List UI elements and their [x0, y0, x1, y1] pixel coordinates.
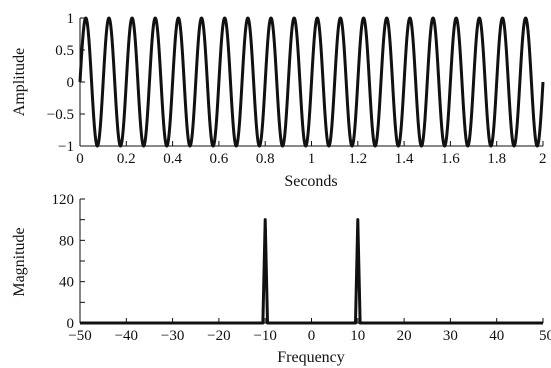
x-tick-label: 0	[308, 328, 316, 344]
y-tick-label: 40	[59, 275, 74, 291]
x-tick-label: 0.4	[163, 151, 182, 167]
x-tick-label: 1.2	[348, 151, 367, 167]
x-tick-label: −40	[115, 328, 138, 344]
x-tick-label: 1.8	[487, 151, 506, 167]
y-tick-label: 0	[67, 316, 75, 332]
frequency-domain-plot: −50 −40 −30 −20 −10 0 10 20 30 40 50 0 40 80 120 Freq…	[11, 192, 551, 366]
x-tick-label: 50	[539, 328, 551, 344]
y-tick-label: −1	[58, 139, 74, 155]
y-tick-label: 1	[67, 11, 75, 27]
x-tick-label: −30	[161, 328, 184, 344]
x-axis-title: Frequency	[277, 349, 345, 366]
x-tick-label: −10	[253, 328, 276, 344]
x-tick-label: 0	[76, 151, 84, 167]
y-axis-title: Amplitude	[11, 48, 28, 116]
x-axis-title: Seconds	[284, 173, 337, 190]
x-tick-label: 2	[539, 151, 547, 167]
x-tick-label: 30	[443, 328, 458, 344]
x-tick-label: 1.6	[441, 151, 460, 167]
y-tick-label: 0	[67, 75, 75, 91]
x-tick-label: −50	[68, 328, 91, 344]
series-line	[78, 16, 545, 148]
y-tick-label: 0.5	[55, 43, 74, 59]
x-tick-label: 10	[350, 328, 365, 344]
x-tick-label: 40	[489, 328, 504, 344]
x-tick-label: 0.2	[117, 151, 136, 167]
y-tick-label: −0.5	[47, 107, 74, 123]
x-tick-label: 20	[397, 328, 412, 344]
y-axis-title: Magnitude	[11, 227, 28, 296]
x-tick-label: 0.6	[210, 151, 229, 167]
series-line	[80, 218, 543, 325]
y-tick-label: 120	[52, 192, 75, 208]
time-domain-plot: 0 0.2 0.4 0.6 0.8 1 1.2 1.4 1.6 1.8 2 −1−0.500.51 …	[11, 11, 547, 190]
x-tick-label: −20	[207, 328, 230, 344]
y-tick-label: 80	[59, 233, 74, 249]
x-tick-label: 0.8	[256, 151, 275, 167]
x-tick-label: 1	[308, 151, 316, 167]
x-tick-label: 1.4	[395, 151, 414, 167]
